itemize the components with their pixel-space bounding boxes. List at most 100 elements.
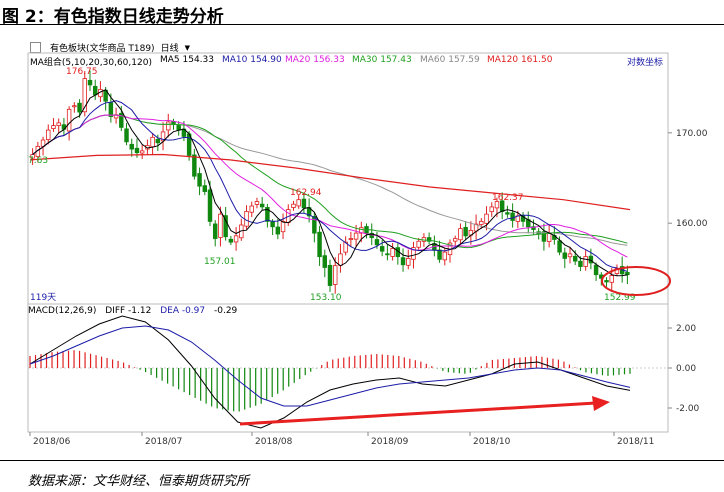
candle-body bbox=[458, 228, 463, 241]
candle-body bbox=[66, 108, 72, 132]
ma120-line bbox=[29, 153, 631, 211]
x-tick-label: 2018/07 bbox=[145, 437, 182, 447]
candle-body bbox=[82, 78, 88, 113]
candle-body bbox=[228, 238, 234, 243]
candle-body bbox=[275, 226, 281, 235]
price-tick-label: 160.00 bbox=[676, 219, 708, 229]
x-tick-label: 2018/10 bbox=[473, 437, 511, 447]
macd-tick-label: 2.00 bbox=[676, 324, 696, 334]
candle-body bbox=[489, 206, 494, 213]
candle-body bbox=[265, 207, 270, 222]
macd-tick-label: 0.00 bbox=[676, 364, 696, 374]
macd-header: MACD(12,26,9) DIFF -1.12 DEA -0.97 -0.29 bbox=[28, 306, 237, 316]
candle-body bbox=[155, 138, 161, 144]
candle-body bbox=[479, 220, 484, 225]
source-rule bbox=[0, 460, 724, 461]
candle-body bbox=[593, 264, 599, 276]
log-scale-toggle[interactable]: 对数坐标 bbox=[627, 58, 664, 68]
ma-group-label[interactable]: MA组合(5,10,20,30,60,120) bbox=[30, 58, 152, 68]
candle-body bbox=[77, 102, 82, 113]
candle-body bbox=[249, 205, 254, 213]
candle-body bbox=[604, 280, 609, 283]
candle-body bbox=[233, 235, 239, 243]
candle-body bbox=[254, 201, 260, 205]
candle-body bbox=[567, 253, 573, 258]
candle-body bbox=[197, 173, 202, 187]
candle-body bbox=[56, 122, 61, 126]
ma20-line bbox=[32, 114, 628, 258]
candle-body bbox=[92, 85, 98, 96]
candle-body bbox=[494, 201, 500, 209]
candle-body bbox=[353, 232, 359, 240]
candle-body bbox=[332, 265, 338, 285]
ma5-line bbox=[32, 89, 628, 277]
candle-body bbox=[301, 198, 307, 209]
candle-body bbox=[108, 102, 114, 117]
candle-body bbox=[212, 223, 218, 239]
candle-body bbox=[442, 251, 448, 261]
candle-body bbox=[416, 240, 421, 248]
candle-body bbox=[160, 131, 166, 142]
ma10-line bbox=[32, 100, 628, 272]
trend-arrow-shaft bbox=[239, 401, 597, 426]
macd-value: -0.29 bbox=[214, 306, 238, 316]
chevron-down-icon[interactable]: ▼ bbox=[184, 43, 190, 52]
candle-body bbox=[218, 213, 223, 238]
candle-body bbox=[134, 147, 140, 154]
candle-body bbox=[546, 232, 552, 242]
source-note: 数据来源：文华财经、恒泰期货研究所 bbox=[28, 474, 250, 489]
figure-title: 图 2：有色指数日线走势分析 bbox=[2, 7, 224, 27]
annotation-days: 119天 bbox=[30, 293, 56, 303]
candle-body bbox=[572, 255, 578, 262]
ma120-value: MA120 161.50 bbox=[487, 55, 553, 65]
candle-body bbox=[129, 143, 134, 150]
annotation-low-152-99: 152.99 bbox=[604, 293, 636, 303]
candle-body bbox=[280, 220, 286, 233]
highlight-ellipse bbox=[601, 266, 671, 296]
candle-body bbox=[270, 221, 275, 228]
candle-body bbox=[505, 212, 510, 215]
candle-body bbox=[463, 226, 468, 237]
candle-body bbox=[411, 247, 416, 260]
annotation-low-153-10: 153.10 bbox=[310, 293, 342, 303]
x-tick-label: 2018/11 bbox=[617, 437, 654, 447]
candle-body bbox=[406, 258, 411, 266]
trend-arrow-head bbox=[592, 396, 610, 411]
candle-body bbox=[374, 239, 380, 246]
candle-body bbox=[609, 275, 614, 283]
macd-tick-label: -2.00 bbox=[676, 404, 700, 414]
annotation-high-162-37: 162.37 bbox=[492, 193, 524, 203]
instrument-label[interactable]: 有色板块(文华商品 T189) bbox=[50, 44, 155, 54]
macd-dea: DEA -0.97 bbox=[160, 306, 206, 316]
price-tick-label: 170.00 bbox=[676, 129, 708, 139]
period-label[interactable]: 日线 bbox=[160, 44, 179, 54]
candle-body bbox=[150, 136, 155, 148]
candle-body bbox=[87, 79, 93, 86]
title-rule bbox=[0, 24, 724, 25]
price-panel-frame bbox=[27, 52, 669, 305]
annotation-high-176: 176.75 bbox=[66, 67, 98, 77]
candle-body bbox=[291, 203, 296, 208]
x-tick-label: 2018/06 bbox=[33, 437, 71, 447]
x-tick-label: 2018/09 bbox=[371, 437, 409, 447]
candle-body bbox=[484, 213, 489, 224]
candle-body bbox=[166, 121, 171, 131]
candle-body bbox=[192, 154, 197, 177]
candle-body bbox=[625, 272, 630, 276]
candle-body bbox=[531, 226, 536, 230]
candle-body bbox=[562, 252, 568, 259]
candle-body bbox=[72, 105, 77, 108]
candle-body bbox=[385, 253, 390, 256]
candle-body bbox=[124, 128, 129, 143]
macd-dea-line bbox=[29, 325, 631, 407]
candle-body bbox=[259, 203, 265, 208]
annotation-left-price: 7.63 bbox=[28, 156, 48, 166]
macd-diff: DIFF -1.12 bbox=[105, 306, 152, 316]
candle-body bbox=[312, 215, 317, 234]
candle-body bbox=[400, 257, 406, 266]
candle-body bbox=[223, 215, 228, 238]
candle-body bbox=[51, 125, 56, 129]
ma5-value: MA5 154.33 bbox=[160, 55, 214, 65]
candle-body bbox=[426, 237, 432, 242]
